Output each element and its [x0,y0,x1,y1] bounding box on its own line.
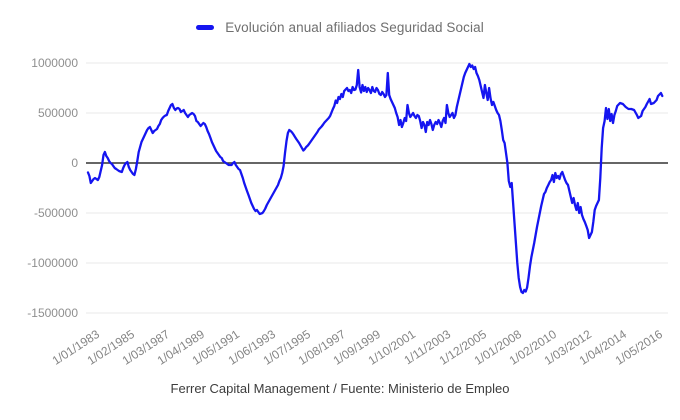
source-note: Ferrer Capital Management / Fuente: Mini… [170,381,510,396]
y-axis-tick-label: 500000 [37,106,78,120]
y-axis-tick-label: 0 [71,156,78,170]
series-line [86,62,664,295]
legend-marker-icon [196,25,215,30]
legend: Evolución anual afiliados Seguridad Soci… [0,20,680,35]
y-axis-tick-label: -1500000 [27,306,78,320]
y-axis-tick-label: 1000000 [31,56,78,70]
y-axis-tick-label: -1000000 [27,256,78,270]
legend-label: Evolución anual afiliados Seguridad Soci… [225,20,484,35]
y-axis-tick-label: -500000 [33,206,78,220]
